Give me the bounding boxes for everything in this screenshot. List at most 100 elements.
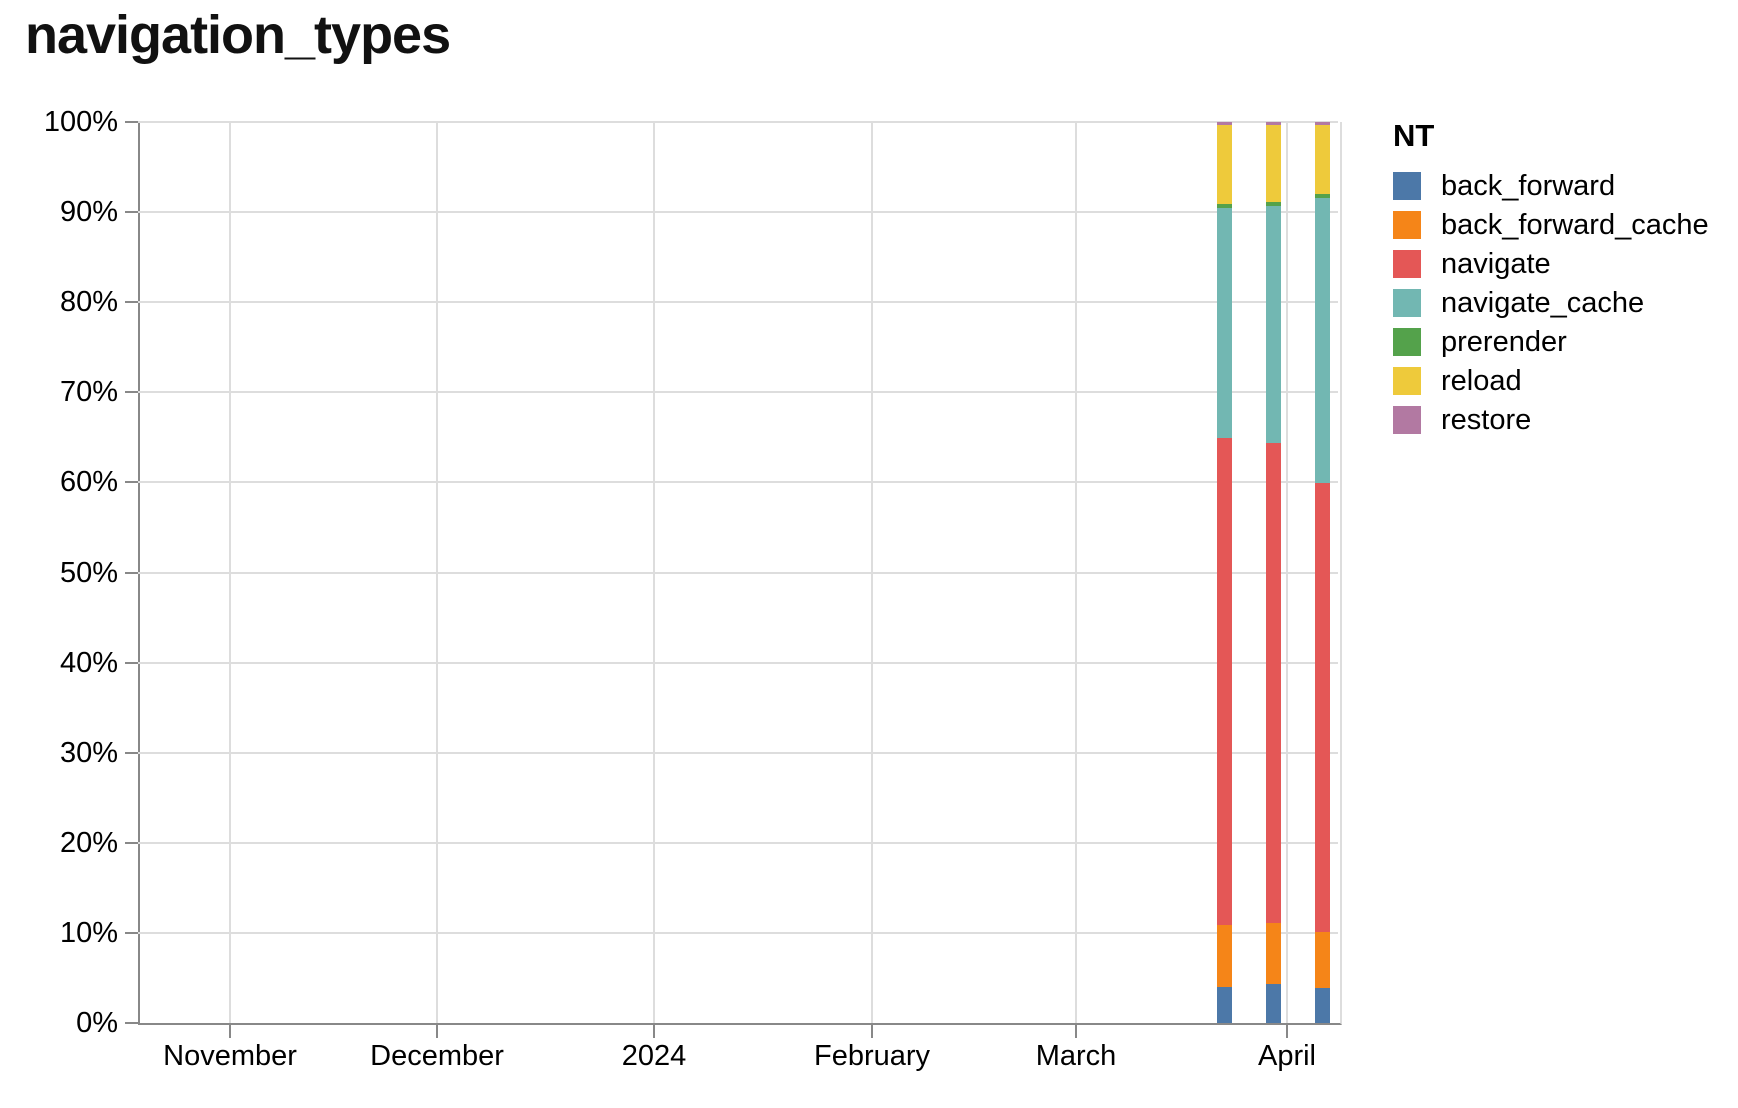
y-gridline bbox=[138, 391, 1338, 394]
x-tick-mark bbox=[653, 1025, 655, 1038]
bar-segment-restore[interactable] bbox=[1314, 122, 1330, 125]
x-gridline bbox=[653, 122, 655, 1023]
bar-segment-navigate[interactable] bbox=[1266, 442, 1282, 923]
x-tick-label: April bbox=[1257, 1040, 1316, 1072]
y-gridline bbox=[138, 661, 1338, 664]
x-gridline bbox=[229, 122, 232, 1023]
y-tick-mark bbox=[125, 751, 138, 754]
y-gridline bbox=[138, 301, 1338, 304]
x-tick-mark bbox=[1286, 1025, 1288, 1038]
y-tick-label: 20% bbox=[59, 826, 118, 859]
legend-entry-back_forward: back_forward bbox=[1393, 170, 1709, 202]
bar-segment-navigate_cache[interactable] bbox=[1266, 205, 1282, 443]
bar-segment-prerender[interactable] bbox=[1266, 202, 1282, 206]
legend-label-navigate: navigate bbox=[1441, 248, 1551, 280]
legend-swatch-back_forward_cache bbox=[1393, 211, 1421, 239]
x-gridline bbox=[1286, 122, 1288, 1023]
bar-segment-back_forward_cache[interactable] bbox=[1216, 924, 1232, 987]
bar-segment-navigate[interactable] bbox=[1216, 438, 1232, 925]
y-gridline bbox=[138, 481, 1338, 484]
bar-segment-back_forward[interactable] bbox=[1266, 984, 1282, 1023]
y-gridline bbox=[138, 571, 1338, 574]
y-tick-label: 30% bbox=[59, 736, 118, 769]
plot-area bbox=[138, 122, 1342, 1025]
x-tick-mark bbox=[436, 1025, 439, 1038]
legend-label-prerender: prerender bbox=[1441, 326, 1567, 358]
y-tick-mark bbox=[125, 121, 138, 123]
y-tick-label: 80% bbox=[59, 286, 118, 319]
y-tick-mark bbox=[125, 391, 138, 394]
y-gridline bbox=[138, 841, 1338, 844]
x-tick-label: December bbox=[370, 1040, 504, 1072]
legend-entry-prerender: prerender bbox=[1393, 326, 1709, 358]
bar-segment-back_forward_cache[interactable] bbox=[1266, 923, 1282, 985]
legend-entry-navigate: navigate bbox=[1393, 248, 1709, 280]
legend-label-reload: reload bbox=[1441, 365, 1522, 397]
y-tick-mark bbox=[125, 841, 138, 844]
legend-swatch-back_forward bbox=[1393, 172, 1421, 200]
legend-swatch-restore bbox=[1393, 406, 1421, 434]
bar-segment-back_forward[interactable] bbox=[1314, 988, 1330, 1023]
legend-swatch-navigate_cache bbox=[1393, 289, 1421, 317]
chart-title: navigation_types bbox=[25, 5, 451, 65]
x-tick-label: November bbox=[163, 1040, 297, 1072]
y-tick-mark bbox=[125, 481, 138, 484]
y-tick-label: 10% bbox=[59, 916, 118, 949]
y-tick-mark bbox=[125, 571, 138, 574]
bar-segment-restore[interactable] bbox=[1216, 122, 1232, 125]
legend-label-back_forward_cache: back_forward_cache bbox=[1441, 209, 1709, 241]
bar-segment-navigate_cache[interactable] bbox=[1314, 197, 1330, 484]
x-tick-label: March bbox=[1035, 1040, 1117, 1072]
bar-segment-reload[interactable] bbox=[1314, 124, 1330, 195]
y-tick-mark bbox=[125, 301, 138, 304]
x-gridline bbox=[871, 122, 874, 1023]
bar bbox=[1266, 122, 1282, 1023]
bar-segment-navigate_cache[interactable] bbox=[1216, 207, 1232, 439]
y-tick-label: 50% bbox=[59, 556, 118, 589]
bar-segment-navigate[interactable] bbox=[1314, 483, 1330, 932]
y-tick-label: 90% bbox=[59, 196, 118, 229]
legend-entry-back_forward_cache: back_forward_cache bbox=[1393, 209, 1709, 241]
bar bbox=[1314, 122, 1330, 1023]
legend-entry-reload: reload bbox=[1393, 365, 1709, 397]
y-tick-mark bbox=[125, 661, 138, 664]
legend-swatch-navigate bbox=[1393, 250, 1421, 278]
y-tick-mark bbox=[125, 1022, 138, 1024]
y-gridline bbox=[138, 121, 1338, 123]
legend-label-restore: restore bbox=[1441, 404, 1532, 436]
legend-items: back_forward back_forward_cache navigate na… bbox=[1393, 170, 1709, 436]
x-tick-label: 2024 bbox=[621, 1040, 687, 1072]
legend-label-navigate_cache: navigate_cache bbox=[1441, 287, 1645, 319]
legend-entry-navigate_cache: navigate_cache bbox=[1393, 287, 1709, 319]
x-tick-mark bbox=[229, 1025, 232, 1038]
y-tick-label: 100% bbox=[43, 106, 118, 138]
legend-title: NT bbox=[1393, 118, 1435, 153]
x-tick-label: February bbox=[814, 1040, 931, 1072]
y-tick-mark bbox=[125, 211, 138, 214]
x-tick-mark bbox=[871, 1025, 874, 1038]
y-gridline bbox=[138, 751, 1338, 754]
legend-entry-restore: restore bbox=[1393, 404, 1709, 436]
y-gridline bbox=[138, 931, 1338, 934]
bar-segment-restore[interactable] bbox=[1266, 122, 1282, 125]
y-tick-label: 70% bbox=[59, 376, 118, 409]
bar-segment-prerender[interactable] bbox=[1216, 203, 1232, 208]
bar-segment-back_forward[interactable] bbox=[1216, 986, 1232, 1023]
bar bbox=[1216, 122, 1232, 1023]
legend-label-back_forward: back_forward bbox=[1441, 170, 1616, 202]
bar-segment-reload[interactable] bbox=[1216, 124, 1232, 204]
bar-segment-reload[interactable] bbox=[1266, 124, 1282, 203]
y-tick-mark bbox=[125, 931, 138, 934]
y-tick-label: 60% bbox=[59, 466, 118, 499]
y-tick-label: 0% bbox=[76, 1007, 118, 1039]
bar-segment-prerender[interactable] bbox=[1314, 194, 1330, 198]
bar-segment-back_forward_cache[interactable] bbox=[1314, 932, 1330, 989]
x-tick-mark bbox=[1075, 1025, 1078, 1038]
legend-swatch-prerender bbox=[1393, 328, 1421, 356]
x-gridline bbox=[436, 122, 439, 1023]
legend-swatch-reload bbox=[1393, 367, 1421, 395]
y-tick-label: 40% bbox=[59, 646, 118, 679]
y-gridline bbox=[138, 211, 1338, 214]
